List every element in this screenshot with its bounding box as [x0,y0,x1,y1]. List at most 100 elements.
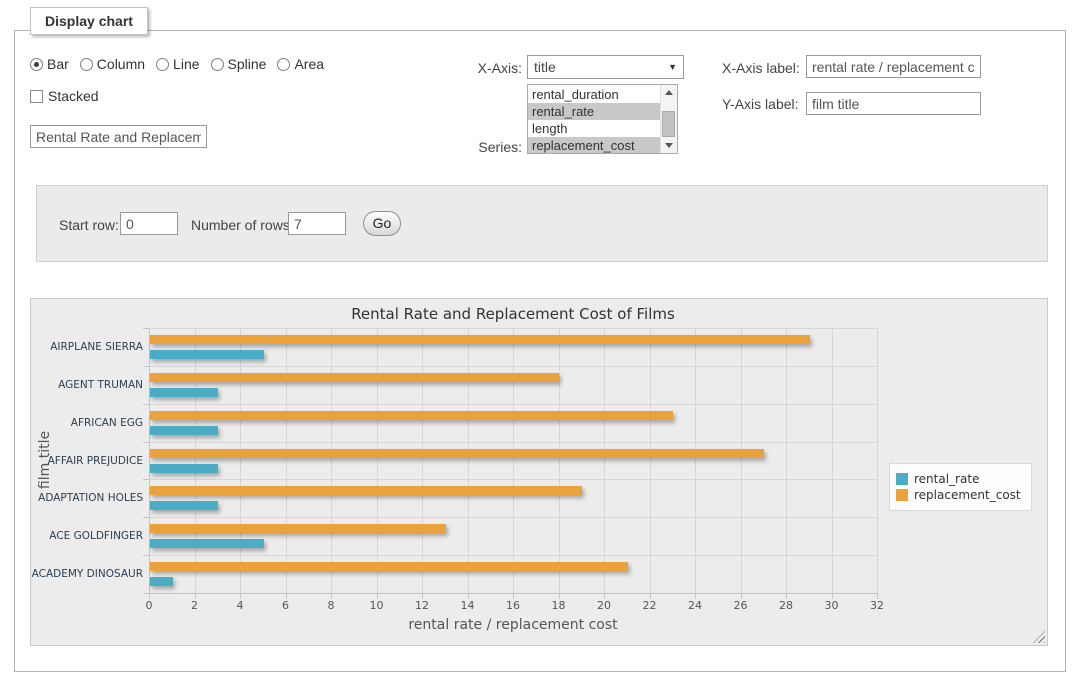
x-tick-label: 10 [370,599,384,612]
x-axis-select[interactable]: title ▼ [527,55,684,79]
panel-title: Display chart [30,7,148,35]
category-label: ACADEMY DINOSAUR [31,568,143,580]
dropdown-arrow-icon: ▼ [668,62,677,72]
x-tick-label: 2 [191,599,198,612]
chart-title: Rental Rate and Replacement Cost of Film… [149,305,877,323]
y-axis-label-input[interactable] [806,92,981,115]
category-label: AIRPLANE SIERRA [31,341,143,353]
number-of-rows-label: Number of rows: [191,217,294,233]
x-tick-label: 0 [146,599,153,612]
chart-type-option-bar[interactable]: Bar [30,56,69,72]
gridline-vertical [240,328,241,593]
x-axis-select-label: X-Axis: [430,60,522,76]
radio-icon [80,58,93,71]
x-tick-label: 18 [552,599,566,612]
legend-label: rental_rate [914,472,979,486]
gridline-vertical [377,328,378,593]
gridline-vertical [513,328,514,593]
chart-type-option-spline[interactable]: Spline [211,56,267,72]
x-tick-label: 20 [597,599,611,612]
gridline-vertical [786,328,787,593]
gridline-horizontal [149,517,877,518]
y-axis-tick [143,442,149,443]
radio-icon [211,58,224,71]
bar-rental_rate [150,577,173,586]
resize-handle-icon[interactable] [1033,631,1045,643]
row-range-panel: Start row: Number of rows: Go [36,185,1048,262]
series-option-length[interactable]: length [528,120,660,137]
chart-type-option-line[interactable]: Line [156,56,199,72]
category-label: ACE GOLDFINGER [31,530,143,542]
go-button[interactable]: Go [363,211,401,236]
x-tick-label: 12 [415,599,429,612]
category-label: AFFAIR PREJUDICE [31,455,143,467]
y-axis-tick [143,555,149,556]
gridline-vertical [149,328,150,593]
legend-swatch-icon [896,473,908,485]
x-tick-label: 14 [461,599,475,612]
gridline-vertical [695,328,696,593]
x-axis-line [149,593,878,594]
gridline-vertical [331,328,332,593]
series-option-rental_duration[interactable]: rental_duration [528,86,660,103]
page: Display chart Bar Column Line Spline Area St… [0,0,1081,681]
x-tick-label: 32 [870,599,884,612]
gridline-vertical [422,328,423,593]
x-tick-label: 22 [643,599,657,612]
series-multiselect[interactable]: rental_durationrental_ratelengthreplacem… [527,84,678,154]
x-tick-label: 24 [688,599,702,612]
gridline-horizontal [149,328,877,329]
legend-label: replacement_cost [914,488,1021,502]
x-tick-label: 26 [734,599,748,612]
gridline-horizontal [149,404,877,405]
chart-type-option-label: Line [173,56,199,72]
category-labels: AIRPLANE SIERRAAGENT TRUMANAFRICAN EGGAF… [31,328,143,593]
chart-type-radios: Bar Column Line Spline Area [30,56,335,72]
chart-type-option-column[interactable]: Column [80,56,145,72]
number-of-rows-input[interactable] [288,212,346,235]
gridline-vertical [741,328,742,593]
y-axis-tick [143,479,149,480]
start-row-label: Start row: [59,217,119,233]
gridline-horizontal [149,479,877,480]
scrollbar-down-icon[interactable] [665,143,673,148]
chart-type-option-area[interactable]: Area [277,56,324,72]
x-tick-label: 28 [779,599,793,612]
chart-type-option-label: Column [97,56,145,72]
bar-rental_rate [150,501,218,510]
bar-replacement_cost [150,335,810,344]
bar-rental_rate [150,350,264,359]
y-axis-label-label: Y-Axis label: [722,96,799,112]
legend-item-rental_rate[interactable]: rental_rate [896,472,1021,486]
stacked-checkbox[interactable]: Stacked [30,88,99,104]
bar-replacement_cost [150,562,628,571]
x-axis-title: rental rate / replacement cost [149,617,877,633]
x-tick-labels: 02468101214161820222426283032 [149,599,877,613]
x-axis-label-input[interactable] [806,55,981,78]
scrollbar-thumb[interactable] [662,111,675,137]
bar-rental_rate [150,388,218,397]
stacked-label: Stacked [48,88,99,104]
bar-rental_rate [150,539,264,548]
chart-title-input[interactable] [30,125,207,148]
series-option-rental_rate[interactable]: rental_rate [528,103,660,120]
gridline-vertical [832,328,833,593]
gridline-vertical [650,328,651,593]
gridline-horizontal [149,442,877,443]
y-axis-tick [143,517,149,518]
x-tick-label: 30 [825,599,839,612]
scrollbar-up-icon[interactable] [665,90,673,95]
gridline-vertical [604,328,605,593]
category-label: ADAPTATION HOLES [31,492,143,504]
start-row-input[interactable] [120,212,178,235]
bar-replacement_cost [150,486,582,495]
x-tick-label: 4 [237,599,244,612]
chart-legend: rental_rate replacement_cost [889,463,1032,511]
series-option-replacement_cost[interactable]: replacement_cost [528,137,660,154]
legend-item-replacement_cost[interactable]: replacement_cost [896,488,1021,502]
radio-icon [156,58,169,71]
y-axis-tick [143,366,149,367]
checkbox-icon [30,90,43,103]
gridline-horizontal [149,366,877,367]
series-scrollbar[interactable] [660,85,677,153]
